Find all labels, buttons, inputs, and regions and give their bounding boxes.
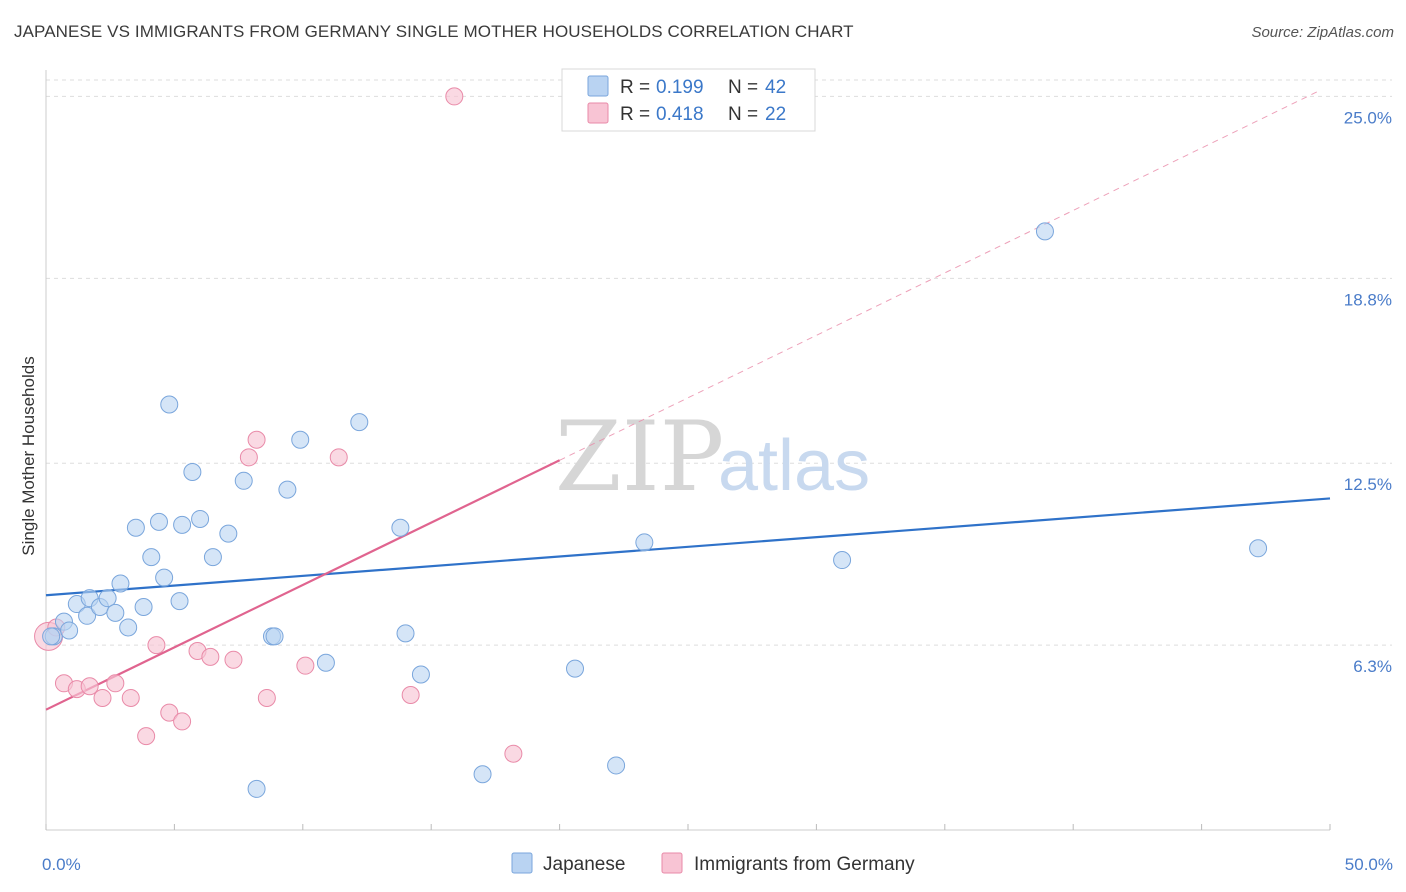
data-point-germany [147, 636, 166, 655]
legend-swatch-japanese [587, 75, 609, 97]
data-point-japanese [473, 765, 492, 784]
data-point-japanese [173, 515, 192, 534]
data-point-japanese [350, 413, 369, 432]
tick-labels: 6.3% 12.5% 18.8% 25.0% 0.0% 50.0% [42, 108, 1393, 874]
data-point-japanese [134, 597, 153, 616]
chart-title: JAPANESE VS IMMIGRANTS FROM GERMANY SING… [14, 22, 854, 41]
legend-swatch-germany [587, 102, 609, 124]
data-point-germany [80, 677, 99, 696]
watermark-atlas: atlas [718, 426, 870, 506]
data-point-japanese [396, 624, 415, 643]
series-legend: Japanese Immigrants from Germany [511, 852, 915, 875]
data-point-japanese [607, 756, 626, 775]
data-point-japanese [126, 518, 145, 537]
data-point-japanese [1035, 222, 1054, 241]
legend-n-label: N = [728, 104, 758, 125]
data-point-japanese [119, 618, 138, 637]
legend-r-value: 0.199 [656, 77, 704, 98]
data-point-japanese [160, 395, 179, 414]
data-point-japanese [149, 512, 168, 531]
data-point-japanese [170, 592, 189, 611]
data-point-japanese [566, 659, 585, 678]
data-point-japanese [78, 606, 97, 625]
legend-n-label: N = [728, 77, 758, 98]
data-points [34, 87, 1268, 798]
data-point-germany [401, 686, 420, 705]
trend-line-germany [45, 459, 561, 711]
data-point-japanese [60, 621, 79, 640]
data-point-japanese [219, 524, 238, 543]
data-point-japanese [203, 548, 222, 567]
data-point-japanese [278, 480, 297, 499]
data-point-japanese [111, 574, 130, 593]
legend-series-japanese: Japanese [543, 854, 625, 875]
data-point-germany [504, 744, 523, 763]
data-point-germany [296, 656, 315, 675]
data-point-japanese [265, 627, 284, 646]
data-point-germany [247, 430, 266, 449]
x-tick-label: 50.0% [1345, 855, 1393, 874]
y-tick-label: 25.0% [1344, 108, 1392, 127]
data-point-germany [329, 448, 348, 467]
legend-r-value: 0.418 [656, 104, 704, 125]
data-point-japanese [142, 548, 161, 567]
legend-r-label: R = [620, 104, 650, 125]
legend-n-value: 42 [765, 77, 786, 98]
data-point-germany [160, 703, 179, 722]
legend-n-value: 22 [765, 104, 786, 125]
data-point-japanese [411, 665, 430, 684]
legend-swatch-japanese [511, 852, 533, 874]
chart-source: Source: ZipAtlas.com [1251, 24, 1394, 41]
data-point-germany [106, 674, 125, 693]
trend-lines [45, 90, 1331, 711]
data-point-germany [93, 688, 112, 707]
data-point-japanese [247, 779, 266, 798]
axes [45, 70, 1331, 831]
data-point-germany [257, 688, 276, 707]
data-point-germany [239, 448, 258, 467]
y-tick-label: 12.5% [1344, 475, 1392, 494]
watermark: ZIP atlas [555, 401, 870, 513]
data-point-japanese [1249, 539, 1268, 558]
data-point-japanese [106, 603, 125, 622]
data-point-germany [121, 688, 140, 707]
y-tick-label: 18.8% [1344, 290, 1392, 309]
data-point-japanese [291, 430, 310, 449]
data-point-japanese [42, 627, 61, 646]
data-point-japanese [155, 568, 174, 587]
data-point-germany [201, 647, 220, 666]
data-point-germany [445, 87, 464, 106]
data-point-germany [137, 727, 156, 746]
data-point-japanese [635, 533, 654, 552]
data-point-germany [224, 650, 243, 669]
data-point-germany [173, 712, 192, 731]
grid-lines [46, 79, 1392, 646]
data-point-japanese [98, 589, 117, 608]
trend-line-germany-extension [559, 90, 1320, 461]
data-point-japanese [183, 463, 202, 482]
x-tick-label: 0.0% [42, 855, 81, 874]
trend-line-japanese [45, 497, 1331, 597]
data-point-japanese [391, 518, 410, 537]
y-tick-label: 6.3% [1353, 657, 1392, 676]
data-point-japanese [191, 509, 210, 528]
data-point-japanese [316, 653, 335, 672]
legend-series-germany: Immigrants from Germany [694, 854, 915, 875]
data-point-japanese [234, 471, 253, 490]
watermark-zip: ZIP [555, 401, 724, 513]
data-point-japanese [833, 551, 852, 570]
legend-swatch-germany [661, 852, 683, 874]
legend-r-label: R = [620, 77, 650, 98]
correlation-legend: R = 0.199 N = 42 R = 0.418 N = 22 [561, 68, 816, 132]
y-axis-label: Single Mother Households [19, 356, 38, 555]
